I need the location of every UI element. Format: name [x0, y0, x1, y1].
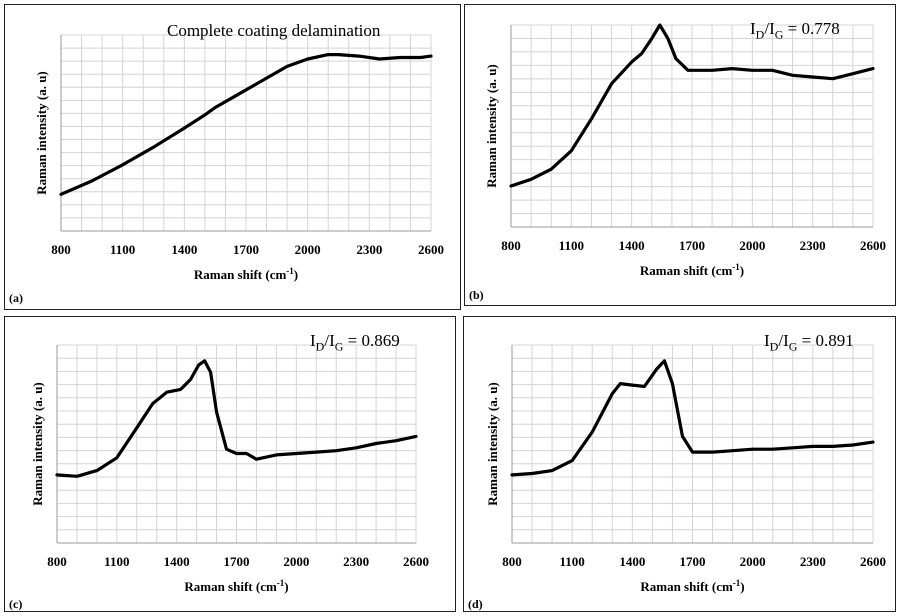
x-tick-label: 2000: [740, 554, 766, 569]
ratio-annotation: ID/IG = 0.891: [764, 331, 854, 354]
panel-label: (d): [468, 597, 483, 612]
chart-panel-d: 800 1100 1400 1700 2000 2300 2600 Raman shift (…: [463, 316, 896, 612]
x-tick-label: 800: [502, 554, 522, 569]
x-tick-label: 800: [51, 242, 71, 257]
x-tick-label: 800: [501, 238, 521, 253]
gridlines: [511, 25, 873, 227]
x-tick-label: 1700: [224, 554, 250, 569]
x-axis-label: Raman shift (cm-1): [194, 266, 298, 282]
chart-svg-a: 800 1100 1400 1700 2000 2300 2600 Raman shift (…: [5, 5, 459, 308]
chart-panel-a: 800 1100 1400 1700 2000 2300 2600 Raman shift (…: [4, 4, 461, 310]
gridlines: [512, 345, 873, 543]
x-tick-label: 2600: [418, 242, 444, 257]
x-tick-label: 1100: [104, 554, 129, 569]
chart-panel-b: 800 1100 1400 1700 2000 2300 2600 Raman shift (…: [464, 4, 896, 306]
x-tick-label: 2300: [800, 554, 826, 569]
x-tick-label: 2300: [800, 238, 826, 253]
x-tick-label: 2300: [343, 554, 369, 569]
x-tick-label: 1400: [619, 554, 645, 569]
x-tick-label: 2600: [403, 554, 429, 569]
x-tick-label: 2000: [283, 554, 309, 569]
x-tick-label: 1400: [619, 238, 645, 253]
x-tick-label: 2300: [356, 242, 382, 257]
panel-label: (a): [9, 291, 23, 306]
chart-panel-c: 800 1100 1400 1700 2000 2300 2600 Raman shift (…: [4, 316, 456, 612]
panel-label: (b): [469, 288, 484, 303]
y-axis-label: Raman intensity (a. u): [30, 382, 45, 506]
panel-label: (c): [9, 597, 22, 612]
x-tick-label: 2000: [739, 238, 765, 253]
x-tick-label: 1400: [164, 554, 190, 569]
x-tick-label: 2000: [295, 242, 321, 257]
x-tick-label: 2600: [860, 238, 886, 253]
y-axis-label: Raman intensity (a. u): [34, 71, 49, 195]
y-axis-label: Raman intensity (a. u): [485, 382, 500, 506]
x-tick-label: 1700: [680, 554, 706, 569]
x-axis-label: Raman shift (cm-1): [640, 578, 744, 594]
x-axis-label: Raman shift (cm-1): [184, 578, 288, 594]
x-tick-label: 1700: [233, 242, 259, 257]
chart-svg-b: 800 1100 1400 1700 2000 2300 2600 Raman shift (…: [465, 5, 894, 304]
x-tick-label: 1100: [110, 242, 135, 257]
x-tick-label: 1100: [560, 554, 585, 569]
x-tick-label: 2600: [860, 554, 886, 569]
x-tick-label: 1400: [171, 242, 197, 257]
ratio-annotation: ID/IG = 0.869: [310, 331, 400, 354]
ratio-annotation: ID/IG = 0.778: [750, 19, 840, 42]
x-axis-label: Raman shift (cm-1): [640, 262, 744, 278]
chart-svg-c: 800 1100 1400 1700 2000 2300 2600 Raman shift (…: [5, 317, 454, 610]
y-axis-label: Raman intensity (a. u): [484, 64, 499, 188]
chart-svg-d: 800 1100 1400 1700 2000 2300 2600 Raman shift (…: [464, 317, 894, 610]
x-tick-label: 800: [47, 554, 67, 569]
gridlines: [57, 345, 416, 543]
ratio-annotation: Complete coating delamination: [167, 21, 380, 41]
gridlines: [61, 35, 431, 231]
x-tick-label: 1100: [559, 238, 584, 253]
x-tick-label: 1700: [679, 238, 705, 253]
